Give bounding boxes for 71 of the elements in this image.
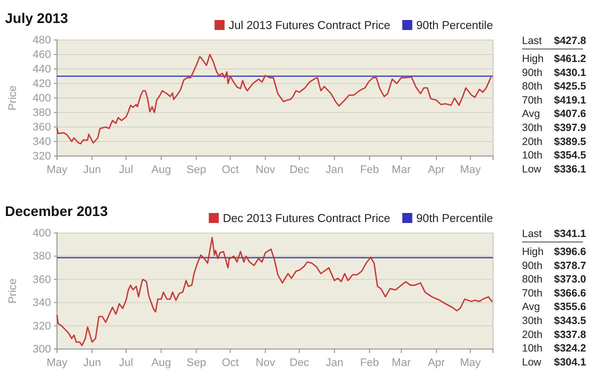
text: 20th $337.8 [522, 328, 586, 341]
x-tick-label: Nov [256, 164, 276, 176]
y-tick-label: 360 [32, 122, 51, 134]
text: 80th $373.0 [522, 274, 586, 286]
x-tick-label: Jan [326, 164, 344, 176]
text: Last $341.1 [522, 228, 586, 240]
y-tick-label: 380 [32, 107, 51, 120]
text: Avg $407.6 [522, 108, 586, 120]
y-tick-label: 400 [32, 92, 51, 105]
text: 80th $425.5 [522, 80, 586, 93]
y-tick-label: 340 [32, 297, 51, 310]
chart-title: July 2013 [5, 10, 68, 26]
x-tick-label: Jan [326, 356, 344, 369]
text: High $461.2 [522, 53, 586, 65]
x-tick-label: Sep [186, 356, 206, 369]
y-axis-title: Price [7, 278, 19, 304]
x-tick-label: Jun [83, 164, 101, 176]
text: 70th $419.1 [522, 94, 586, 106]
text: Last $427.8 [522, 35, 586, 47]
x-tick-label: Apr [428, 356, 446, 369]
x-tick-label: Aug [151, 356, 171, 369]
text: 90th $430.1 [522, 66, 586, 79]
x-tick-label: May [460, 164, 482, 176]
y-tick-label: 440 [32, 64, 51, 76]
y-tick-label: 480 [32, 34, 51, 47]
text: 10th $324.2 [522, 342, 586, 355]
text: 90th $378.7 [522, 260, 586, 272]
y-tick-label: 400 [32, 228, 51, 240]
text: Avg $355.6 [522, 301, 586, 314]
text: 10th $354.5 [522, 150, 586, 162]
legend-label: 90th Percentile [416, 213, 493, 225]
y-tick-label: 300 [32, 344, 51, 356]
text: 20th $389.5 [522, 136, 586, 148]
text: Low $336.1 [522, 163, 586, 176]
x-tick-label: Oct [222, 164, 239, 176]
x-tick-label: Dec [290, 356, 310, 369]
x-tick-label: Dec [290, 164, 310, 176]
chart-title: December 2013 [5, 203, 108, 219]
legend-label: Jul 2013 Futures Contract Price [228, 20, 390, 32]
text: 30th $343.5 [522, 315, 586, 327]
x-tick-label: May [460, 356, 482, 369]
x-tick-label: Mar [392, 356, 412, 369]
x-tick-label: Feb [360, 164, 380, 176]
y-tick-label: 320 [32, 150, 51, 163]
x-tick-label: Mar [392, 164, 412, 176]
y-axis-title: Price [7, 85, 19, 111]
legend-label: 90th Percentile [416, 20, 493, 32]
y-tick-label: 340 [32, 136, 51, 148]
text: High $396.6 [522, 246, 586, 258]
x-tick-label: Oct [222, 356, 239, 369]
x-tick-label: Jul [119, 356, 134, 369]
x-tick-label: May [46, 164, 68, 176]
text: 30th $397.9 [522, 122, 586, 134]
y-tick-label: 320 [32, 320, 51, 332]
line-series [56, 54, 492, 144]
line-series [56, 236, 493, 346]
text: Low $304.1 [522, 356, 586, 368]
x-tick-label: Apr [428, 164, 446, 176]
y-tick-label: 460 [32, 49, 51, 62]
x-tick-label: Aug [151, 164, 171, 176]
x-tick-label: Jul [119, 164, 134, 176]
y-tick-label: 380 [32, 250, 51, 263]
y-tick-label: 420 [32, 78, 51, 90]
legend-label: Dec 2013 Futures Contract Price [222, 213, 390, 225]
y-tick-label: 360 [32, 274, 51, 286]
x-tick-label: May [46, 356, 68, 369]
x-tick-label: Feb [360, 356, 380, 369]
x-tick-label: Sep [186, 164, 206, 176]
text: 70th $366.6 [522, 287, 586, 300]
x-tick-label: Jun [83, 356, 101, 369]
x-tick-label: Nov [256, 356, 276, 369]
